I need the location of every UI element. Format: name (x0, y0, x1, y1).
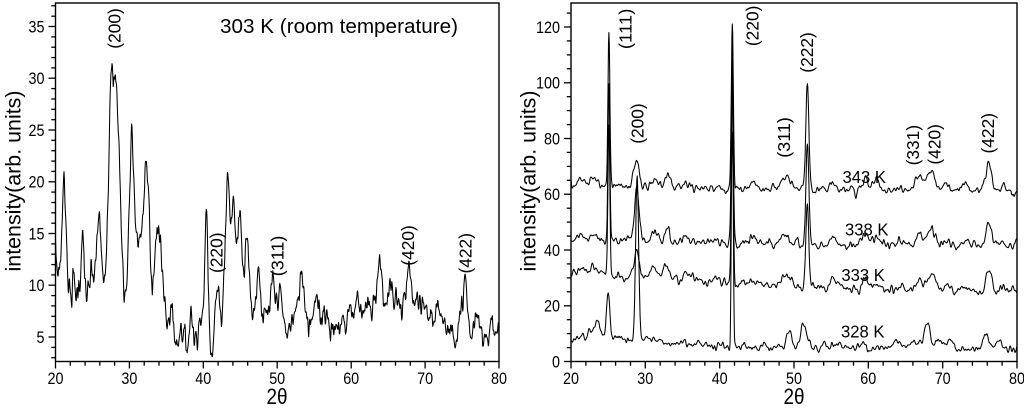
svg-text:10: 10 (29, 277, 45, 295)
svg-text:338 K: 338 K (845, 220, 889, 240)
svg-text:60: 60 (343, 370, 359, 388)
svg-text:30: 30 (29, 70, 45, 88)
svg-text:50: 50 (269, 370, 285, 388)
svg-text:40: 40 (195, 370, 211, 388)
svg-text:328 K: 328 K (841, 322, 885, 342)
svg-text:(200): (200) (628, 103, 648, 144)
svg-text:80: 80 (491, 370, 507, 388)
svg-text:(422): (422) (455, 233, 475, 274)
svg-text:5: 5 (37, 329, 45, 347)
svg-text:intensity(arb. units): intensity(arb. units) (2, 91, 25, 272)
svg-text:2θ: 2θ (784, 384, 805, 406)
svg-text:(331): (331) (903, 125, 923, 166)
svg-text:(222): (222) (797, 32, 817, 73)
svg-text:25: 25 (29, 122, 45, 140)
svg-text:60: 60 (544, 186, 560, 204)
svg-text:(420): (420) (925, 124, 945, 165)
svg-text:(422): (422) (978, 113, 998, 154)
svg-text:40: 40 (712, 370, 728, 388)
svg-text:333 K: 333 K (841, 265, 885, 285)
svg-text:70: 70 (417, 370, 433, 388)
svg-text:(420): (420) (398, 225, 418, 266)
svg-text:30: 30 (121, 370, 137, 388)
svg-text:(220): (220) (207, 233, 227, 274)
svg-text:50: 50 (786, 370, 802, 388)
svg-text:20: 20 (563, 370, 579, 388)
svg-text:303 K (room temperature): 303 K (room temperature) (220, 15, 458, 38)
svg-text:(311): (311) (268, 236, 288, 277)
svg-text:20: 20 (544, 298, 560, 316)
svg-text:35: 35 (29, 18, 45, 36)
svg-text:0: 0 (552, 353, 560, 371)
svg-text:(111): (111) (615, 9, 635, 50)
svg-text:2θ: 2θ (267, 384, 288, 406)
svg-text:70: 70 (935, 370, 951, 388)
svg-text:80: 80 (544, 130, 560, 148)
svg-text:intensity(arb. units): intensity(arb. units) (517, 91, 540, 272)
svg-text:100: 100 (536, 75, 560, 93)
svg-text:80: 80 (1009, 370, 1024, 388)
svg-text:(311): (311) (774, 117, 794, 158)
svg-text:(200): (200) (105, 8, 125, 49)
svg-text:30: 30 (637, 370, 653, 388)
svg-text:20: 20 (29, 174, 45, 192)
svg-text:120: 120 (536, 19, 560, 37)
svg-text:20: 20 (48, 370, 64, 388)
svg-text:(220): (220) (742, 6, 762, 47)
svg-text:15: 15 (29, 225, 45, 243)
svg-text:60: 60 (860, 370, 876, 388)
svg-text:40: 40 (544, 242, 560, 260)
